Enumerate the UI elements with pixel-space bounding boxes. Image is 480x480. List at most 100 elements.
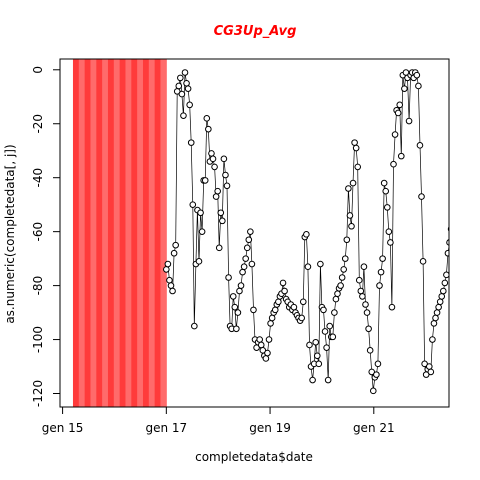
data-point (415, 82, 422, 90)
data-point (233, 325, 240, 333)
data-point (225, 274, 232, 281)
data-point (433, 309, 441, 316)
data-point (239, 268, 246, 276)
data-point (334, 290, 341, 297)
data-point (229, 293, 237, 300)
data-point (247, 228, 254, 235)
data-point (326, 322, 334, 330)
data-point (390, 160, 397, 168)
data-point (354, 163, 362, 171)
data-point (405, 117, 413, 125)
data-point (376, 282, 383, 289)
data-point (360, 263, 368, 271)
data-point (443, 271, 449, 279)
data-point (383, 204, 391, 211)
data-point (446, 239, 449, 246)
data-point (441, 279, 449, 287)
data-point (198, 228, 206, 235)
data-point (312, 338, 320, 346)
y-tick-label: -20 (31, 114, 45, 134)
data-point (256, 336, 263, 343)
data-point (340, 266, 348, 273)
data-point (450, 223, 456, 229)
data-point (215, 244, 223, 252)
data-point (195, 258, 203, 265)
data-point (366, 347, 374, 354)
x-tick-label: gen 15 (42, 421, 84, 435)
data-point (181, 69, 189, 76)
data-point (163, 266, 170, 273)
data-point (346, 212, 354, 219)
data-point (219, 217, 226, 225)
shade-stripe-dark (84, 59, 91, 407)
shade-stripe-dark (119, 59, 126, 407)
data-point (250, 306, 257, 314)
data-point (363, 309, 371, 316)
data-point (231, 303, 239, 311)
data-point (388, 303, 396, 311)
data-point (306, 341, 313, 349)
data-point (429, 336, 436, 343)
data-point (320, 306, 327, 314)
data-point (240, 263, 248, 271)
data-point (377, 268, 385, 276)
data-point (315, 360, 323, 368)
data-point (211, 163, 218, 171)
y-tick-label: -60 (31, 222, 45, 242)
shade-stripe-dark (154, 59, 161, 407)
data-point (167, 282, 175, 289)
data-point (451, 232, 457, 238)
data-points (163, 69, 457, 395)
data-point (281, 287, 288, 295)
data-point (394, 109, 402, 117)
data-point (418, 193, 425, 200)
data-point (416, 142, 424, 149)
x-tick-label: gen 21 (353, 421, 395, 435)
data-point (338, 274, 346, 281)
data-point (189, 201, 197, 208)
data-point (436, 298, 444, 306)
data-point (343, 236, 351, 244)
data-point (427, 368, 435, 376)
y-tick-label: -40 (31, 168, 45, 188)
data-point (257, 341, 265, 349)
data-point (425, 363, 433, 370)
data-point (170, 249, 178, 257)
data-point (298, 314, 305, 322)
data-point (382, 187, 390, 195)
data-point (439, 287, 447, 295)
data-point (217, 209, 225, 217)
data-point (178, 90, 186, 98)
data-point (299, 298, 307, 306)
data-point (236, 287, 243, 295)
shade-stripe-light (113, 59, 121, 407)
data-point (323, 344, 330, 351)
data-point (184, 85, 192, 92)
data-point (332, 295, 340, 303)
data-point (391, 131, 399, 138)
shade-stripe-dark (107, 59, 115, 407)
data-point (183, 79, 190, 87)
data-point (313, 352, 321, 360)
data-point (345, 185, 352, 192)
data-point (369, 387, 377, 395)
data-point (234, 309, 242, 316)
data-point (223, 182, 231, 190)
data-point (397, 152, 405, 160)
data-point (243, 244, 251, 252)
data-point (197, 209, 204, 217)
data-point (349, 179, 357, 187)
shade-stripe-light (90, 59, 97, 407)
data-point (172, 241, 179, 249)
data-point (268, 314, 276, 322)
data-point (396, 101, 404, 109)
data-point (362, 301, 369, 308)
data-point (373, 371, 380, 378)
data-point (348, 222, 355, 230)
data-point (303, 231, 310, 238)
data-point (432, 314, 439, 322)
y-tick-label: -100 (31, 326, 45, 353)
data-point (430, 320, 438, 327)
data-point (220, 155, 228, 163)
y-axis-label: as.numeric(completedata[, j]) (3, 144, 17, 323)
